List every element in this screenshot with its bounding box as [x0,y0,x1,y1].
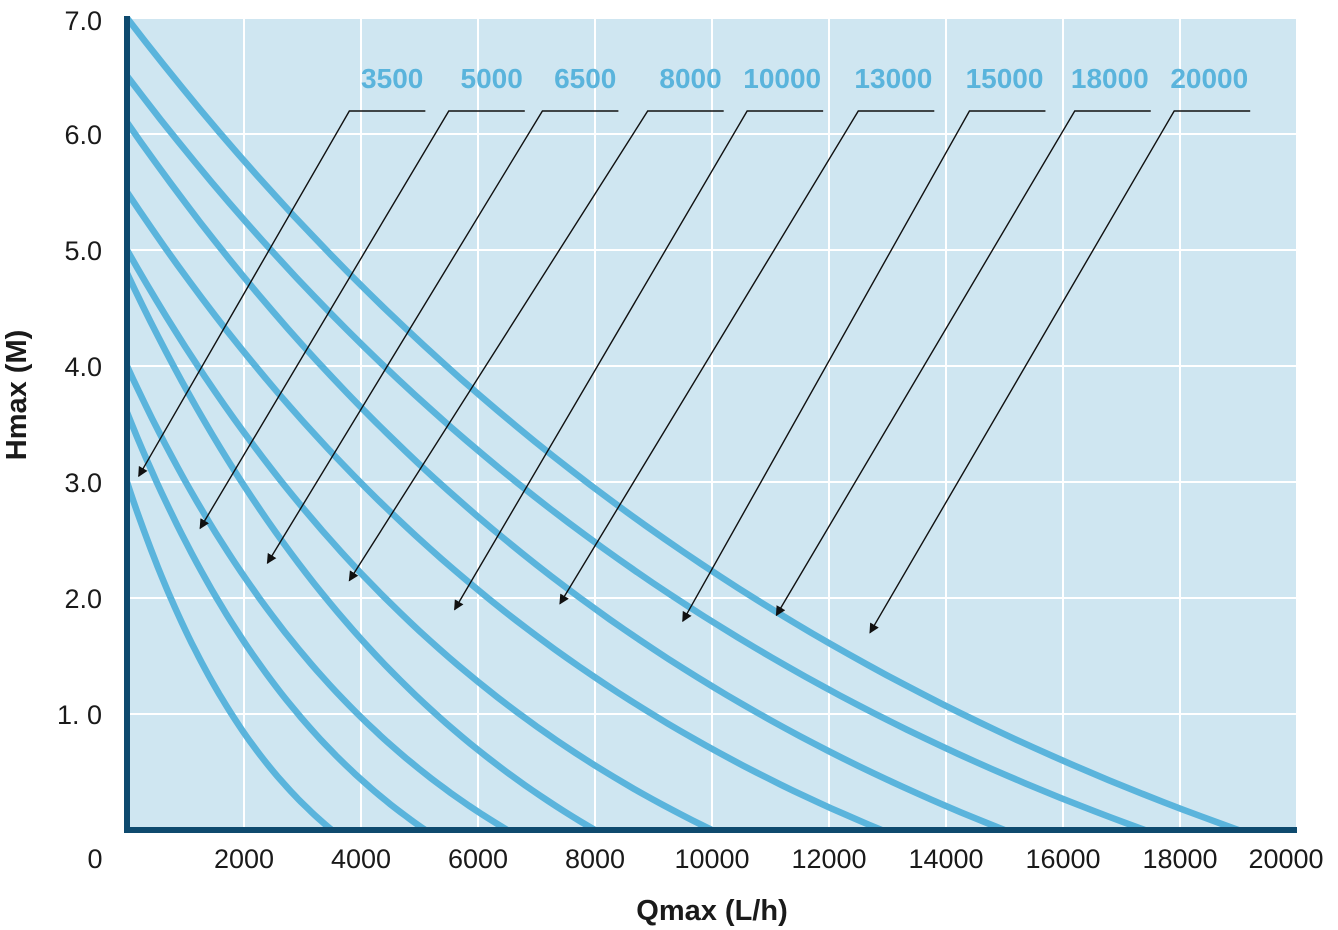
y-axis-title: Hmax (M) [1,330,33,461]
leader-line-6500 [266,110,619,565]
curve-13000 [124,190,883,834]
curves [123,16,1240,834]
series-label-10000: 10000 [743,63,821,94]
curve-15000 [124,120,1006,834]
x-tick-label: 0 [87,844,102,874]
y-tick-label: 4.0 [64,352,102,382]
series-label-6500: 6500 [554,63,616,94]
leader-line-18000 [775,110,1151,617]
y-tick-label: 3.0 [64,468,102,498]
leader-lines [138,110,1251,634]
series-label-18000: 18000 [1071,63,1149,94]
y-tick-label: 2.0 [64,584,102,614]
x-tick-label: 10000 [674,844,749,874]
y-tick-label: 5.0 [64,236,102,266]
series-labels: 3500 5000 6500 8000 10000 13000 15000 18000 2000… [361,63,1248,94]
curve-10000 [124,248,714,833]
curve-6500 [124,364,509,833]
x-tick-label: 12000 [791,844,866,874]
leader-line-8000 [348,110,724,582]
leader-line-15000 [682,110,1046,623]
leader-line-20000 [869,110,1251,634]
axes [124,16,1297,833]
x-axis-title: Qmax (L/h) [636,895,787,927]
y-tick-label: 6.0 [64,120,102,150]
leader-line-10000 [453,110,824,611]
series-label-20000: 20000 [1170,63,1248,94]
curve-20000 [124,16,1240,834]
y-tick-labels: 1. 0 2.0 3.0 4.0 5.0 6.0 7.0 [57,6,102,730]
x-tick-label: 14000 [908,844,983,874]
x-tick-label: 6000 [448,844,508,874]
leader-line-5000 [199,110,525,530]
x-tick-label: 8000 [565,844,625,874]
series-label-5000: 5000 [461,63,523,94]
curve-18000 [124,74,1147,834]
series-label-8000: 8000 [659,63,721,94]
x-tick-label: 16000 [1025,844,1100,874]
series-label-3500: 3500 [361,63,423,94]
x-tick-labels: 0 2000 4000 6000 8000 10000 12000 14000 16000 180… [87,844,1323,874]
leader-line-13000 [559,110,935,605]
grid-lines [127,17,1298,830]
series-label-15000: 15000 [966,63,1044,94]
curve-3500 [123,480,334,833]
leader-line-3500 [138,110,426,478]
x-tick-label: 18000 [1142,844,1217,874]
x-tick-label: 4000 [331,844,391,874]
series-label-13000: 13000 [854,63,932,94]
curve-5000 [123,411,428,833]
x-tick-label: 20000 [1248,844,1323,874]
y-tick-label: 7.0 [64,6,102,36]
curve-8000 [124,271,597,833]
y-tick-label: 1. 0 [57,700,102,730]
x-tick-label: 2000 [214,844,274,874]
